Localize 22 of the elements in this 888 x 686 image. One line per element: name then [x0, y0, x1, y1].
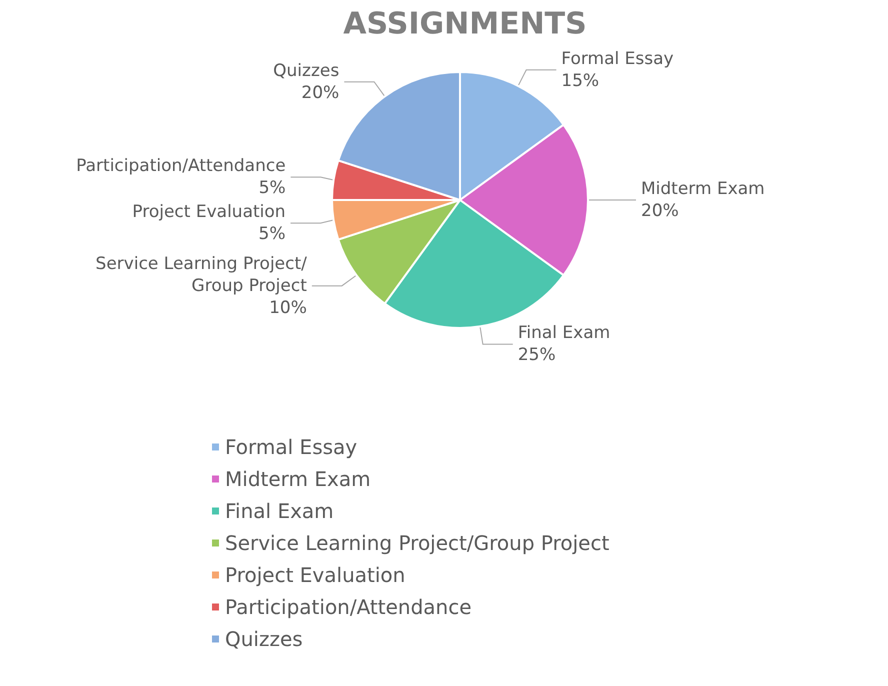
slice-label: Quizzes: [273, 60, 340, 81]
data-label: 20%: [301, 82, 340, 103]
slice-label: Midterm Exam: [641, 179, 765, 199]
legend-label: Quizzes: [225, 627, 303, 651]
data-label: 15%: [561, 70, 600, 91]
slice-label: Participation/Attendance: [76, 156, 286, 176]
data-label: 10%: [269, 298, 307, 318]
slice-label: Formal Essay: [561, 48, 674, 69]
data-label: 20%: [641, 201, 679, 221]
chart-title: ASSIGNMENTS: [343, 6, 587, 42]
slice-label: Project Evaluation: [132, 202, 286, 222]
data-label: 5%: [258, 178, 286, 198]
legend-label: Service Learning Project/Group Project: [225, 531, 610, 555]
legend-label: Formal Essay: [225, 435, 358, 459]
legend-label: Final Exam: [225, 499, 334, 523]
slice-label: Service Learning Project/Group Project: [96, 254, 308, 296]
slice-label: Final Exam: [518, 323, 610, 344]
data-label: 25%: [518, 345, 556, 366]
legend-label: Participation/Attendance: [225, 595, 472, 619]
legend-label: Project Evaluation: [225, 563, 406, 587]
data-label: 5%: [258, 224, 286, 244]
legend-label: Midterm Exam: [225, 467, 371, 491]
